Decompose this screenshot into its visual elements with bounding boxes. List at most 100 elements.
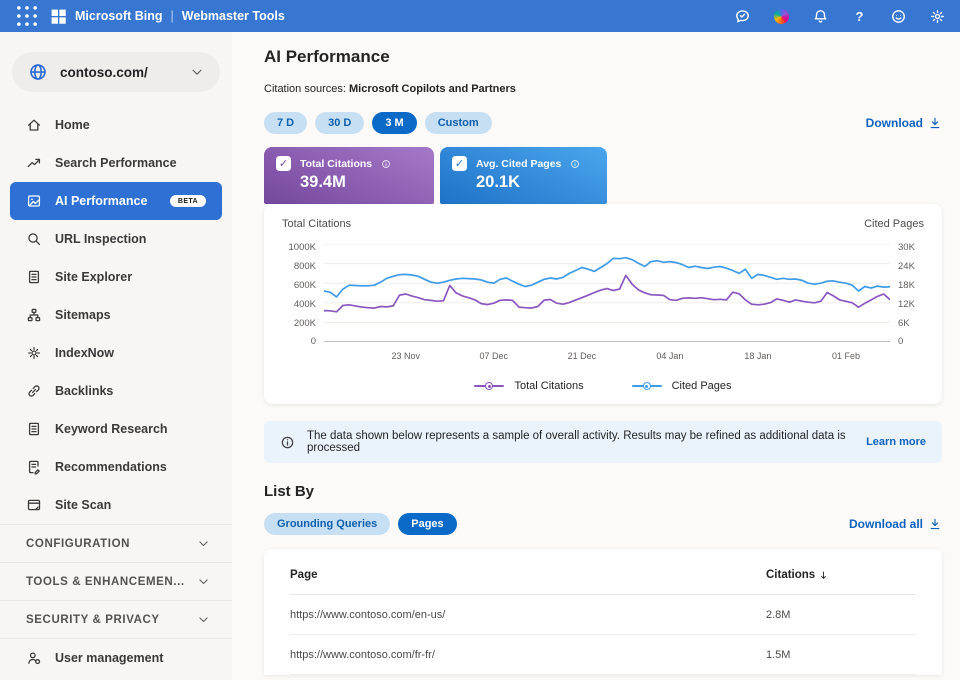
sidebar-item-ai-performance[interactable]: AI Performance BETA	[10, 182, 222, 220]
info-banner-text: The data shown below represents a sample…	[307, 430, 846, 454]
x-tick: 23 Nov	[391, 351, 421, 361]
download-all-button[interactable]: Download all	[849, 517, 942, 531]
x-tick: 04 Jan	[656, 351, 684, 361]
sidebar-item-search-performance[interactable]: Search Performance	[0, 144, 232, 182]
link-icon	[26, 383, 42, 399]
legend-marker-icon	[631, 381, 662, 391]
brand-product: Microsoft Bing	[75, 9, 163, 23]
chevron-down-icon	[197, 537, 210, 550]
metric-checkbox[interactable]: ✓	[452, 156, 467, 171]
legend-total-citations[interactable]: Total Citations	[474, 380, 584, 392]
sidebar-section-configuration[interactable]: CONFIGURATION	[0, 524, 232, 562]
top-app-bar: Microsoft Bing | Webmaster Tools ?	[0, 0, 960, 32]
download-label: Download	[865, 116, 923, 130]
list-by-filter-grounding-queries[interactable]: Grounding Queries	[264, 513, 391, 535]
chart-axis-titles: Total Citations Cited Pages	[282, 218, 924, 230]
sidebar-item-label: Site Scan	[55, 498, 112, 512]
sidebar-item-indexnow[interactable]: IndexNow	[0, 334, 232, 372]
table-header: Page Citations	[290, 549, 916, 595]
chart-plot[interactable]: 23 Nov 07 Dec 21 Dec 04 Jan 18 Jan 01 Feb	[324, 244, 890, 367]
sidebar-item-site-explorer[interactable]: Site Explorer	[0, 258, 232, 296]
chevron-down-icon	[197, 613, 210, 626]
main-content: AI Performance Citation sources: Microso…	[232, 32, 960, 680]
column-citations-sort[interactable]: Citations	[766, 569, 916, 581]
sidebar: contoso.com/ Home Search Performance AI Pe…	[0, 32, 232, 680]
sidebar-item-label: User management	[55, 650, 164, 665]
x-tick: 21 Dec	[567, 351, 597, 361]
metric-value: 39.4M	[300, 173, 346, 191]
document-edit-icon	[26, 459, 42, 475]
legend-cited-pages[interactable]: Cited Pages	[631, 380, 732, 392]
left-axis-ticks: 1000K 800K 600K 400K 200K 0	[282, 243, 316, 348]
citations-value: 2.8M	[766, 608, 791, 621]
y-tick: 6K	[898, 317, 910, 329]
y-tick: 200K	[293, 317, 316, 329]
metric-cards: ✓ Total Citations 39.4M ✓ Avg. Cited Pages 20…	[264, 147, 942, 204]
sidebar-nav: Home Search Performance AI Performance BETA…	[0, 106, 232, 676]
sidebar-section-tools-enhancemen[interactable]: TOOLS & ENHANCEMEN...	[0, 562, 232, 600]
table-row[interactable]: https://www.contoso.com/fr-fr/1.5M	[290, 635, 916, 675]
time-filter-3-m[interactable]: 3 M	[372, 112, 417, 134]
site-selector[interactable]: contoso.com/	[12, 52, 220, 92]
smiley-feedback-icon[interactable]	[890, 8, 907, 25]
browser-window-icon	[26, 497, 42, 513]
sidebar-item-home[interactable]: Home	[0, 106, 232, 144]
sidebar-item-user-management[interactable]: User management	[0, 638, 232, 676]
citation-sources-label: Citation sources:	[264, 83, 346, 95]
chevron-down-icon	[197, 575, 210, 588]
notifications-bell-icon[interactable]	[812, 8, 829, 25]
info-icon[interactable]	[570, 159, 580, 169]
document-icon	[26, 421, 42, 437]
citation-sources-value: Microsoft Copilots and Partners	[349, 83, 516, 95]
y-tick: 0	[310, 336, 316, 348]
download-all-label: Download all	[848, 517, 923, 531]
copilot-icon[interactable]	[773, 8, 790, 25]
time-filter-7-d[interactable]: 7 D	[264, 112, 308, 134]
table-row[interactable]: https://www.contoso.com/en-us/2.8M	[290, 595, 916, 635]
metric-card-purple[interactable]: ✓ Total Citations 39.4M	[264, 147, 434, 204]
info-icon[interactable]	[381, 159, 391, 169]
metric-checkbox[interactable]: ✓	[276, 156, 291, 171]
metric-label: Avg. Cited Pages	[476, 157, 562, 170]
download-button[interactable]: Download	[866, 116, 942, 130]
sidebar-item-label: AI Performance	[55, 194, 148, 208]
y-tick: 0	[898, 336, 904, 348]
home-icon	[26, 117, 42, 133]
time-filter-pills: 7 D 30 D 3 M Custom	[264, 112, 492, 134]
sidebar-item-label: Sitemaps	[55, 308, 111, 322]
section-label: CONFIGURATION	[26, 537, 131, 550]
sidebar-item-site-scan[interactable]: Site Scan	[0, 486, 232, 524]
sidebar-item-keyword-research[interactable]: Keyword Research	[0, 410, 232, 448]
indexnow-gear-icon	[26, 345, 42, 361]
help-icon[interactable]: ?	[855, 8, 864, 24]
list-by-row: Grounding Queries Pages Download all	[264, 513, 942, 535]
learn-more-link[interactable]: Learn more	[866, 436, 926, 448]
settings-gear-icon[interactable]	[929, 8, 946, 25]
list-by-pills: Grounding Queries Pages	[264, 513, 457, 535]
y-tick: 400K	[293, 298, 316, 310]
info-icon	[280, 435, 295, 450]
series-total-citations	[324, 275, 890, 311]
metric-card-blue[interactable]: ✓ Avg. Cited Pages 20.1K	[440, 147, 607, 204]
download-icon	[928, 116, 942, 130]
feedback-chat-icon[interactable]	[734, 8, 751, 25]
sidebar-section-security-privacy[interactable]: SECURITY & PRIVACY	[0, 600, 232, 638]
brand-suite: Webmaster Tools	[181, 9, 285, 23]
sidebar-item-sitemaps[interactable]: Sitemaps	[0, 296, 232, 334]
list-by-heading: List By	[264, 483, 315, 500]
time-filter-30-d[interactable]: 30 D	[315, 112, 365, 134]
page-url: https://www.contoso.com/fr-fr/	[290, 648, 435, 661]
sort-desc-icon	[818, 570, 829, 581]
brand-separator: |	[170, 9, 174, 23]
sidebar-item-recommendations[interactable]: Recommendations	[0, 448, 232, 486]
left-axis-title: Total Citations	[282, 218, 352, 230]
x-tick: 18 Jan	[744, 351, 772, 361]
app-launcher-waffle-icon[interactable]	[14, 3, 40, 29]
x-tick: 01 Feb	[831, 351, 860, 361]
list-by-filter-pages[interactable]: Pages	[398, 513, 457, 535]
y-tick: 30K	[898, 242, 915, 253]
sidebar-item-label: URL Inspection	[55, 232, 147, 246]
sidebar-item-url-inspection[interactable]: URL Inspection	[0, 220, 232, 258]
time-filter-custom[interactable]: Custom	[424, 112, 492, 134]
sidebar-item-backlinks[interactable]: Backlinks	[0, 372, 232, 410]
